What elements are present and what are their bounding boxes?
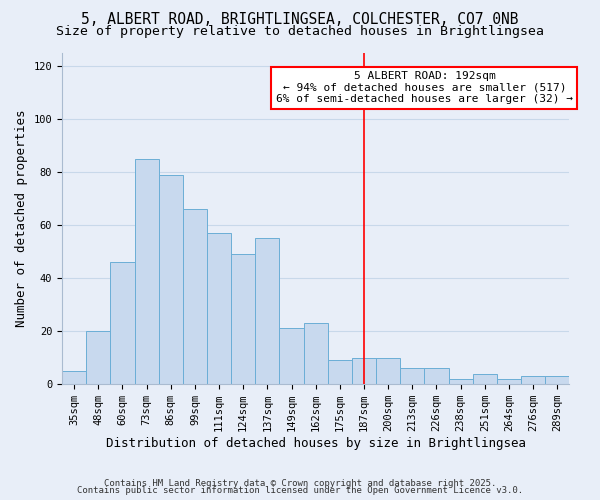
Text: 5, ALBERT ROAD, BRIGHTLINGSEA, COLCHESTER, CO7 0NB: 5, ALBERT ROAD, BRIGHTLINGSEA, COLCHESTE… bbox=[81, 12, 519, 28]
Bar bbox=[473, 374, 497, 384]
Bar bbox=[231, 254, 255, 384]
Bar bbox=[352, 358, 376, 384]
Bar bbox=[424, 368, 449, 384]
Bar bbox=[545, 376, 569, 384]
X-axis label: Distribution of detached houses by size in Brightlingsea: Distribution of detached houses by size … bbox=[106, 437, 526, 450]
Bar bbox=[328, 360, 352, 384]
Bar bbox=[304, 323, 328, 384]
Bar bbox=[110, 262, 134, 384]
Bar bbox=[255, 238, 280, 384]
Bar bbox=[400, 368, 424, 384]
Bar bbox=[449, 379, 473, 384]
Text: Contains public sector information licensed under the Open Government Licence v3: Contains public sector information licen… bbox=[77, 486, 523, 495]
Text: Size of property relative to detached houses in Brightlingsea: Size of property relative to detached ho… bbox=[56, 25, 544, 38]
Bar bbox=[183, 209, 207, 384]
Bar bbox=[62, 371, 86, 384]
Y-axis label: Number of detached properties: Number of detached properties bbox=[15, 110, 28, 327]
Bar bbox=[497, 379, 521, 384]
Bar bbox=[158, 174, 183, 384]
Bar bbox=[521, 376, 545, 384]
Text: Contains HM Land Registry data © Crown copyright and database right 2025.: Contains HM Land Registry data © Crown c… bbox=[104, 478, 496, 488]
Bar bbox=[280, 328, 304, 384]
Text: 5 ALBERT ROAD: 192sqm
← 94% of detached houses are smaller (517)
6% of semi-deta: 5 ALBERT ROAD: 192sqm ← 94% of detached … bbox=[276, 71, 573, 104]
Bar bbox=[134, 158, 158, 384]
Bar bbox=[207, 233, 231, 384]
Bar bbox=[86, 331, 110, 384]
Bar bbox=[376, 358, 400, 384]
